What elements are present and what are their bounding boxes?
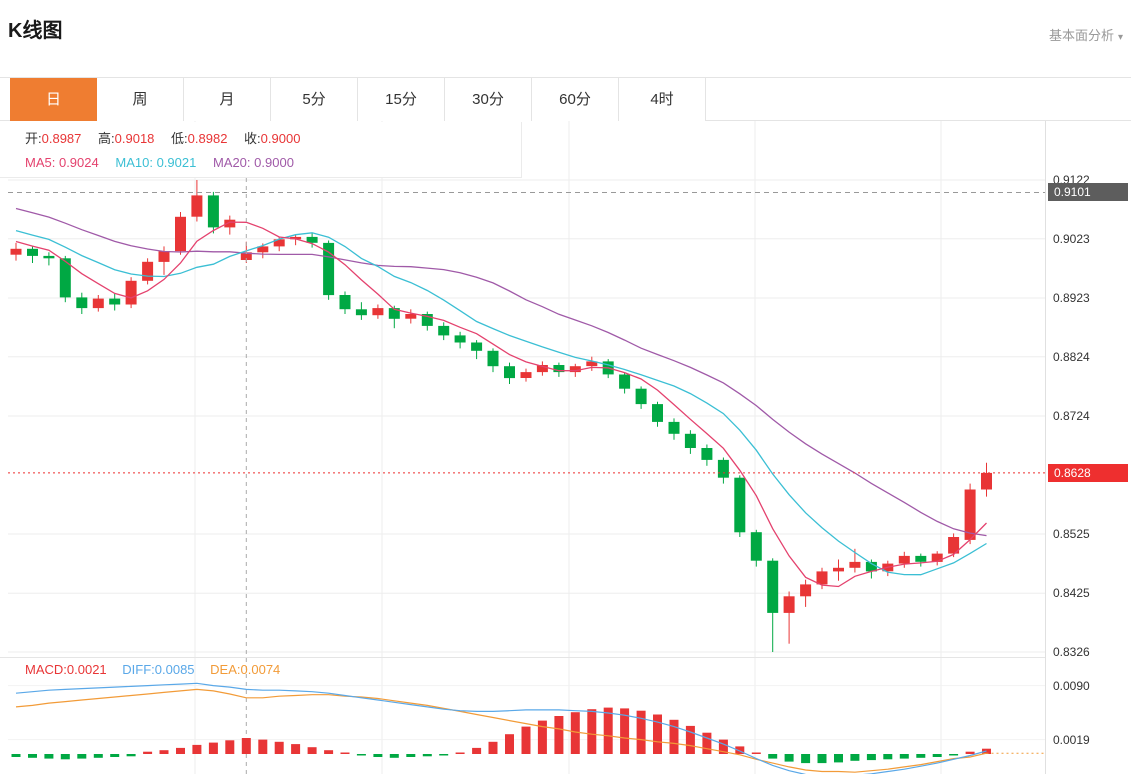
high-value: 0.9018 [114, 131, 155, 146]
page-title: K线图 [8, 20, 63, 42]
tab-4hour[interactable]: 4时 [619, 78, 706, 121]
interval-tab-bar: 日周月 5分 15分 30分 60分 4时 [0, 77, 1131, 121]
close-label: 收: [244, 131, 261, 146]
high-price-marker: 0.9101 [1048, 183, 1128, 201]
tab-5min[interactable]: 5分 [271, 78, 358, 121]
tab-15min[interactable]: 15分 [358, 78, 445, 121]
close-value: 0.9000 [260, 131, 301, 146]
tab-day[interactable]: 日 [10, 78, 97, 121]
low-value: 0.8982 [187, 131, 228, 146]
chevron-down-icon: ▾ [1118, 32, 1124, 43]
low-label: 低: [171, 131, 188, 146]
ma20-value: 0.9000 [254, 155, 294, 170]
macd-axis-label: 0.0090 [1053, 679, 1090, 693]
diff-value: DIFF:0.0085 [122, 662, 195, 677]
price-axis-label: 0.8724 [1053, 409, 1090, 423]
macd-axis-label: 0.0019 [1053, 733, 1090, 747]
tab-month[interactable]: 月 [184, 78, 271, 121]
price-axis-label: 0.8425 [1053, 586, 1090, 600]
price-axis-label: 0.8326 [1053, 645, 1090, 659]
fundamental-analysis-link[interactable]: 基本面分析 ▾ [1049, 25, 1123, 44]
open-value: 0.8987 [41, 131, 82, 146]
macd-legend: MACD:0.0021 DIFF:0.0085 DEA:0.0074 [25, 662, 292, 677]
last-price-marker: 0.8628 [1048, 464, 1128, 482]
tab-week[interactable]: 周 [97, 78, 184, 121]
ma5-value: 0.9024 [58, 155, 99, 170]
price-axis-label: 0.9023 [1053, 232, 1090, 246]
tab-30min[interactable]: 30分 [445, 78, 532, 121]
price-axis-label: 0.8824 [1053, 350, 1090, 364]
price-axis-label: 0.8923 [1053, 291, 1090, 305]
open-label: 开: [25, 131, 42, 146]
ohlc-legend: 开:0.8987 高:0.9018 低:0.8982 收:0.9000 MA5:… [0, 122, 522, 178]
ma5-label: MA5: [25, 155, 56, 170]
dea-value: DEA:0.0074 [210, 662, 281, 677]
macd-value: MACD:0.0021 [25, 662, 107, 677]
high-label: 高: [98, 131, 115, 146]
ma10-label: MA10: [115, 155, 153, 170]
ma-legend-row: MA5: 0.9024 MA10: 0.9021 MA20: 0.9000 [25, 151, 521, 175]
tab-60min[interactable]: 60分 [532, 78, 619, 121]
fundamental-analysis-label: 基本面分析 [1049, 28, 1115, 43]
ma20-label: MA20: [212, 155, 251, 170]
ohlc-legend-row: 开:0.8987 高:0.9018 低:0.8982 收:0.9000 [25, 127, 521, 151]
ma10-value: 0.9021 [156, 155, 197, 170]
price-axis-label: 0.8525 [1053, 527, 1090, 541]
candlestick-chart[interactable] [0, 121, 1131, 774]
